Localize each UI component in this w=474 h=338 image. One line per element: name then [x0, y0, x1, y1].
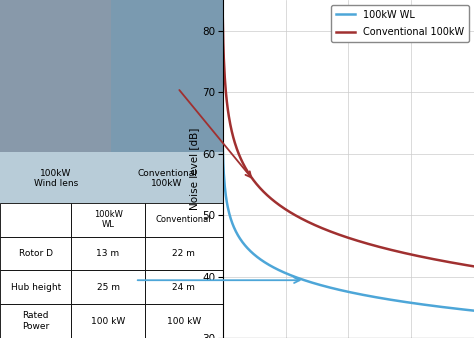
Bar: [0, 270, 71, 304]
Conventional 100kW: [369, 243, 375, 247]
Text: 100kW
Wind lens: 100kW Wind lens: [34, 169, 78, 188]
Line: 100kW WL: 100kW WL: [223, 147, 474, 311]
Bar: [0, 203, 71, 237]
Bar: [0, 304, 71, 338]
Bar: [71, 270, 145, 304]
Line: Conventional 100kW: Conventional 100kW: [223, 19, 474, 266]
100kW WL: [471, 309, 474, 313]
100kW WL: [341, 289, 346, 293]
100kW WL: [220, 145, 226, 149]
Text: Hub height: Hub height: [10, 283, 61, 292]
100kW WL: [426, 303, 431, 307]
Legend: 100kW WL, Conventional 100kW: 100kW WL, Conventional 100kW: [331, 5, 469, 42]
Conventional 100kW: [220, 17, 226, 21]
100kW WL: [369, 294, 375, 298]
Text: 100kW
WL: 100kW WL: [93, 210, 122, 230]
Bar: [145, 304, 223, 338]
Bar: [145, 270, 223, 304]
Bar: [71, 237, 145, 270]
Bar: [111, 0, 223, 152]
Bar: [145, 237, 223, 270]
Y-axis label: Noise level [dB]: Noise level [dB]: [189, 128, 199, 210]
Conventional 100kW: [339, 234, 345, 238]
Text: 25 m: 25 m: [97, 283, 119, 292]
Bar: [145, 203, 223, 237]
Conventional 100kW: [341, 234, 346, 238]
Text: Conventional
100kW: Conventional 100kW: [137, 169, 197, 188]
Text: 100 kW: 100 kW: [91, 317, 125, 325]
Conventional 100kW: [356, 239, 362, 243]
Text: 24 m: 24 m: [173, 283, 195, 292]
Bar: [0, 0, 111, 152]
100kW WL: [339, 288, 345, 292]
Text: 22 m: 22 m: [173, 249, 195, 258]
Text: Conventional: Conventional: [156, 215, 211, 224]
Text: 13 m: 13 m: [97, 249, 119, 258]
Conventional 100kW: [471, 264, 474, 268]
Text: Rotor D: Rotor D: [18, 249, 53, 258]
Text: Rated
Power: Rated Power: [22, 311, 49, 331]
Bar: [0, 237, 71, 270]
Conventional 100kW: [465, 263, 471, 267]
Text: 100 kW: 100 kW: [167, 317, 201, 325]
Conventional 100kW: [426, 256, 431, 260]
Bar: [71, 304, 145, 338]
100kW WL: [356, 292, 362, 296]
100kW WL: [465, 308, 471, 312]
Bar: [71, 203, 145, 237]
